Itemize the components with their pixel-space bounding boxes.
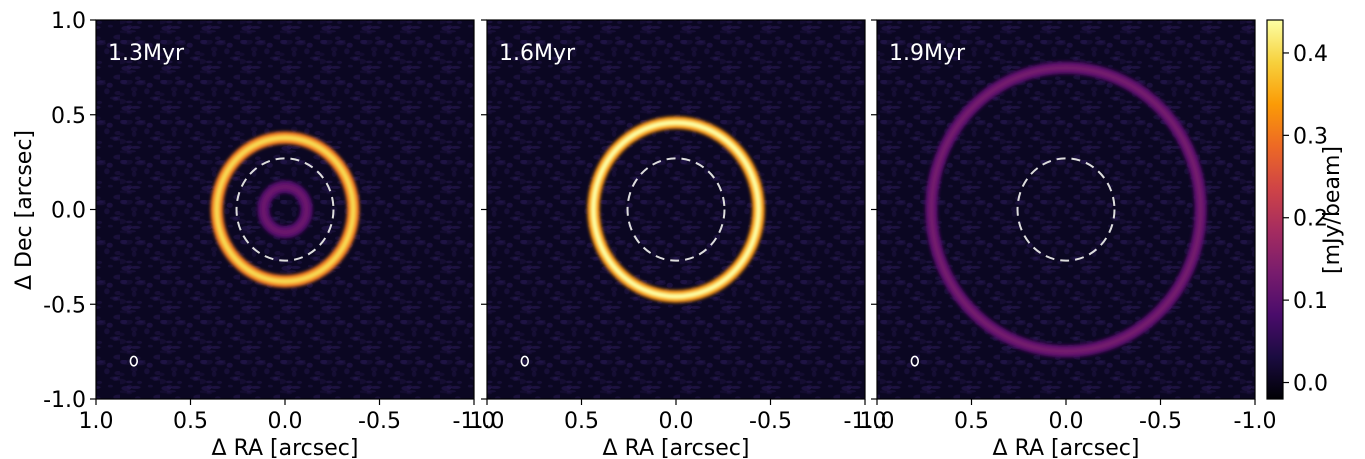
image-background <box>96 20 474 399</box>
panel-1: 1.3Myr 1.0 0.5 0.0 -0.5 -1.0 Δ RA [arcsec] 1.0 0… <box>43 9 495 459</box>
ring-1 <box>590 119 762 300</box>
x-axis-label: Δ RA [arcsec] <box>993 436 1140 459</box>
y-tick-label: 0.5 <box>51 104 86 129</box>
colorbar-tick-label: 0.3 <box>1293 124 1328 149</box>
panel-3: 1.9Myr 1.0 0.5 0.0 -0.5 -1.0 Δ RA [arcsec] <box>860 19 1277 459</box>
beam-ellipse <box>910 355 920 367</box>
y-tick-label: 1.0 <box>51 9 86 34</box>
ring-1 <box>214 134 356 285</box>
x-tick-label: 1.0 <box>470 409 505 434</box>
panel-label: 1.9Myr <box>889 41 966 66</box>
reference-circle <box>626 157 726 262</box>
beam-ellipse <box>520 355 530 367</box>
panel-2: 1.6Myr 1.0 0.5 0.0 -0.5 -1.0 Δ RA [arcsec] <box>470 19 887 459</box>
x-axis-label: Δ RA [arcsec] <box>212 436 359 459</box>
x-tick-label: 1.0 <box>79 409 114 434</box>
colorbar-tick-label: 0.4 <box>1293 42 1328 67</box>
y-tick-label: -1.0 <box>43 388 86 413</box>
panel-label: 1.3Myr <box>108 41 185 66</box>
reference-circle <box>235 157 335 262</box>
x-tick-label: 0.5 <box>954 409 989 434</box>
x-tick-label: -1.0 <box>844 409 887 434</box>
reference-circle <box>1016 157 1116 262</box>
image-background <box>487 20 865 399</box>
colorbar-tick-label: 0.0 <box>1293 372 1328 397</box>
beam-ellipse <box>129 355 139 367</box>
x-tick-label: 0.0 <box>268 409 303 434</box>
x-axis-label: Δ RA [arcsec] <box>603 436 750 459</box>
y-axis-label: Δ Dec [arcsec] <box>12 130 37 290</box>
x-tick-label: 0.0 <box>659 409 694 434</box>
ring-2 <box>260 184 310 235</box>
panel-label: 1.6Myr <box>499 41 576 66</box>
y-tick-label: 0.0 <box>51 199 86 224</box>
colorbar-gradient <box>1266 19 1284 400</box>
colorbar-tick-label: 0.1 <box>1293 289 1328 314</box>
ring-1 <box>928 64 1204 355</box>
image-background <box>877 20 1255 399</box>
x-tick-label: 0.5 <box>564 409 599 434</box>
x-tick-label: 1.0 <box>860 409 895 434</box>
x-tick-label: -0.5 <box>749 409 792 434</box>
x-tick-label: -0.5 <box>1139 409 1182 434</box>
colorbar: 0.0 0.1 0.2 0.3 0.4 <box>1266 19 1328 400</box>
x-tick-label: 0.0 <box>1049 409 1084 434</box>
colorbar-label: [mJy/beam] <box>1320 146 1345 274</box>
x-tick-label: -0.5 <box>358 409 401 434</box>
x-tick-label: -1.0 <box>1234 409 1277 434</box>
panels: 1.3Myr 1.0 0.5 0.0 -0.5 -1.0 Δ RA [arcsec] 1.0 0… <box>43 9 1276 459</box>
x-tick-label: 0.5 <box>173 409 208 434</box>
colorbar-tick-label: 0.2 <box>1293 207 1328 232</box>
y-tick-label: -0.5 <box>43 293 86 318</box>
x-tick-label: -1.0 <box>453 409 496 434</box>
